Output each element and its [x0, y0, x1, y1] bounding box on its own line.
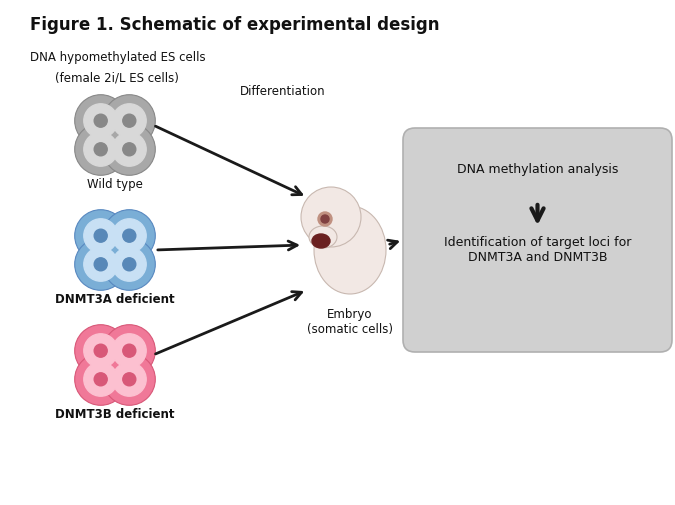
Circle shape: [95, 230, 107, 243]
Circle shape: [123, 230, 136, 243]
Circle shape: [84, 248, 117, 282]
FancyBboxPatch shape: [403, 129, 672, 352]
Text: Embryo
(somatic cells): Embryo (somatic cells): [307, 308, 393, 335]
Ellipse shape: [312, 234, 330, 248]
Circle shape: [123, 373, 136, 386]
Circle shape: [95, 373, 107, 386]
Text: DNMT3B deficient: DNMT3B deficient: [55, 407, 175, 420]
Circle shape: [123, 344, 136, 358]
Circle shape: [113, 363, 146, 396]
Circle shape: [95, 344, 107, 358]
Circle shape: [84, 105, 117, 138]
Ellipse shape: [309, 227, 337, 248]
Text: (female 2i/L ES cells): (female 2i/L ES cells): [55, 71, 179, 84]
Circle shape: [113, 219, 146, 253]
Circle shape: [113, 248, 146, 282]
Text: DNMT3A deficient: DNMT3A deficient: [55, 292, 175, 306]
Circle shape: [95, 258, 107, 271]
Circle shape: [123, 143, 136, 157]
Circle shape: [113, 105, 146, 138]
Circle shape: [75, 325, 127, 377]
Circle shape: [103, 354, 155, 406]
Circle shape: [75, 95, 127, 147]
Circle shape: [321, 216, 329, 224]
Circle shape: [75, 124, 127, 176]
Circle shape: [84, 219, 117, 253]
Circle shape: [113, 334, 146, 368]
Circle shape: [75, 210, 127, 262]
Text: Differentiation: Differentiation: [240, 85, 325, 98]
Circle shape: [123, 258, 136, 271]
Text: Figure 1. Schematic of experimental design: Figure 1. Schematic of experimental desi…: [30, 16, 439, 34]
Circle shape: [103, 124, 155, 176]
Circle shape: [318, 213, 332, 227]
Text: DNA hypomethylated ES cells: DNA hypomethylated ES cells: [30, 51, 206, 64]
Text: Identification of target loci for
DNMT3A and DNMT3B: Identification of target loci for DNMT3A…: [444, 235, 631, 264]
Circle shape: [95, 143, 107, 157]
Text: Wild type: Wild type: [87, 178, 143, 190]
Ellipse shape: [314, 207, 386, 294]
Circle shape: [103, 95, 155, 147]
Circle shape: [95, 115, 107, 128]
Circle shape: [103, 210, 155, 262]
Text: DNA methylation analysis: DNA methylation analysis: [457, 163, 618, 176]
Circle shape: [301, 188, 361, 247]
Circle shape: [75, 239, 127, 291]
Circle shape: [84, 133, 117, 167]
Circle shape: [113, 133, 146, 167]
Circle shape: [84, 363, 117, 396]
Circle shape: [84, 334, 117, 368]
Circle shape: [103, 325, 155, 377]
Circle shape: [103, 239, 155, 291]
Circle shape: [123, 115, 136, 128]
Circle shape: [75, 354, 127, 406]
